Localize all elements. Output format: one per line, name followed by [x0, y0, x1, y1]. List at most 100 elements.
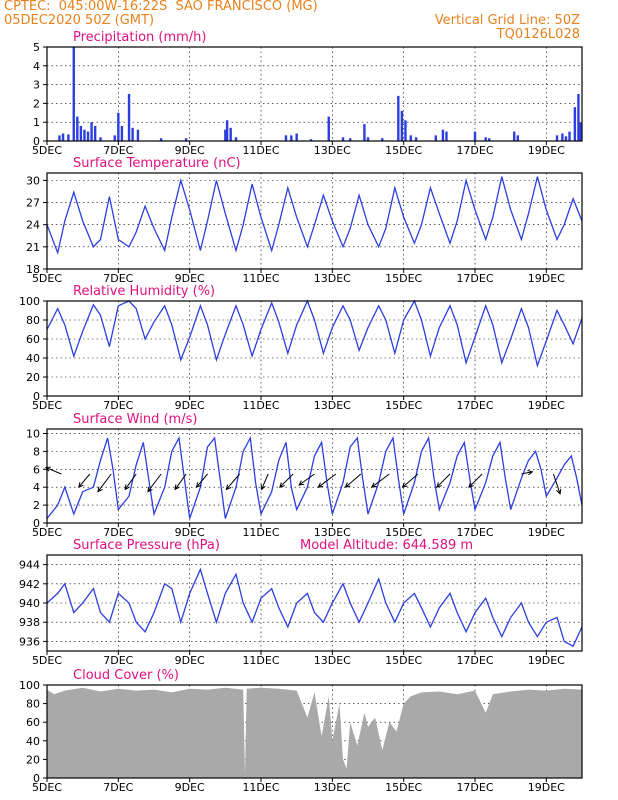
precip-bar — [434, 135, 437, 141]
precip-bar — [79, 125, 83, 141]
precip-bar — [381, 138, 384, 141]
x-tick-label: 15DEC — [385, 526, 422, 539]
x-tick-label: 11DEC — [242, 526, 279, 539]
wind-vector — [317, 473, 337, 488]
y-tick-label: 24 — [26, 219, 40, 232]
x-tick-label: 13DEC — [314, 781, 351, 794]
precip-bar — [309, 139, 313, 141]
precip-bar — [225, 120, 229, 141]
panel-title: Surface Temperature (nC) — [73, 156, 241, 171]
wind-vector-head — [298, 480, 305, 486]
precip-bar — [445, 131, 448, 141]
x-tick-label: 17DEC — [456, 144, 493, 157]
x-tick-label: 9DEC — [175, 272, 205, 285]
precip-bar — [568, 131, 571, 141]
x-tick-label: 5DEC — [32, 272, 62, 285]
wind-vector-head — [147, 486, 153, 493]
precip-bar — [341, 137, 345, 141]
precip-bar — [136, 129, 140, 141]
panel-title: Surface Wind (m/s) — [73, 412, 197, 427]
precip-bar — [72, 47, 75, 141]
x-tick-label: 17DEC — [456, 781, 493, 794]
y-tick-label: 936 — [19, 635, 40, 648]
wind-vector — [147, 473, 162, 492]
x-tick-label: 9DEC — [175, 526, 205, 539]
y-tick-label: 0 — [33, 772, 40, 785]
y-tick-label: 40 — [26, 352, 40, 365]
x-tick-label: 17DEC — [456, 399, 493, 412]
panel-title: Surface Pressure (hPa) — [73, 538, 220, 553]
y-tick-label: 100 — [19, 295, 40, 308]
wind-vector — [552, 473, 561, 494]
x-tick-label: 15DEC — [385, 272, 422, 285]
wind-vector — [45, 466, 62, 475]
y-tick-label: 938 — [19, 616, 40, 629]
panel-frame — [46, 172, 583, 270]
precip-bar — [473, 131, 477, 141]
x-tick-label: 17DEC — [456, 526, 493, 539]
precip-bar — [113, 135, 116, 141]
wind-vector-head — [97, 486, 103, 493]
header-line1: CPTEC: 045:00W-16:22S SAO FRANCISCO (MG) — [4, 0, 318, 14]
x-tick-label: 19DEC — [528, 654, 565, 667]
panel-2 — [43, 172, 583, 273]
cloud-area — [47, 687, 582, 778]
wind-vector-head — [344, 482, 351, 488]
y-tick-label: 20 — [26, 753, 40, 766]
precip-bar — [290, 135, 293, 141]
panel-title: Cloud Cover (%) — [73, 668, 179, 683]
wind-vector-head — [556, 488, 562, 495]
precip-bar — [327, 116, 330, 141]
precip-bar — [83, 129, 86, 141]
panel-title: Precipitation (mm/h) — [73, 30, 206, 45]
y-tick-label: 6 — [33, 463, 40, 476]
x-tick-label: 7DEC — [103, 654, 133, 667]
precip-bar — [159, 138, 163, 141]
panel-frame — [46, 684, 583, 779]
x-tick-label: 7DEC — [103, 526, 133, 539]
precip-bar — [555, 135, 559, 141]
x-tick-label: 17DEC — [456, 272, 493, 285]
y-tick-label: 40 — [26, 735, 40, 748]
wind-vector — [298, 473, 315, 486]
y-tick-label: 944 — [19, 559, 40, 572]
series-line — [46, 176, 583, 256]
x-tick-label: 13DEC — [314, 654, 351, 667]
precip-bar — [58, 135, 61, 141]
y-tick-label: 5 — [33, 41, 40, 54]
precip-bar — [516, 135, 519, 141]
header-grid-note: Vertical Grid Line: 50Z — [434, 13, 580, 28]
series-line — [46, 435, 583, 519]
panel-5 — [43, 554, 583, 655]
wind-vector-head — [436, 482, 442, 488]
precip-bar — [484, 137, 487, 141]
precip-bar — [90, 122, 93, 141]
panel-frame — [46, 428, 583, 524]
x-tick-label: 7DEC — [103, 272, 133, 285]
x-tick-label: 15DEC — [385, 144, 422, 157]
precip-bar — [564, 136, 568, 141]
x-tick-label: 19DEC — [528, 272, 565, 285]
precip-bar — [224, 129, 227, 141]
panel-frame — [46, 300, 583, 397]
precip-bar — [363, 124, 366, 141]
wind-vector — [124, 473, 137, 490]
x-tick-label: 9DEC — [175, 144, 205, 157]
precip-bar — [295, 133, 298, 141]
wind-vector-head — [78, 482, 84, 489]
x-tick-label: 11DEC — [242, 272, 279, 285]
panel-4 — [43, 428, 583, 527]
x-tick-label: 19DEC — [528, 399, 565, 412]
precip-bar — [404, 120, 407, 141]
x-tick-label: 15DEC — [385, 654, 422, 667]
wind-vector-head — [317, 482, 324, 488]
x-tick-label: 17DEC — [456, 654, 493, 667]
precip-bar — [67, 134, 70, 141]
wind-vector — [402, 473, 419, 488]
panel-frame — [46, 554, 583, 652]
precip-bar — [120, 125, 124, 141]
x-tick-label: 11DEC — [242, 654, 279, 667]
wind-vector — [196, 473, 208, 488]
precip-bar — [348, 138, 352, 141]
